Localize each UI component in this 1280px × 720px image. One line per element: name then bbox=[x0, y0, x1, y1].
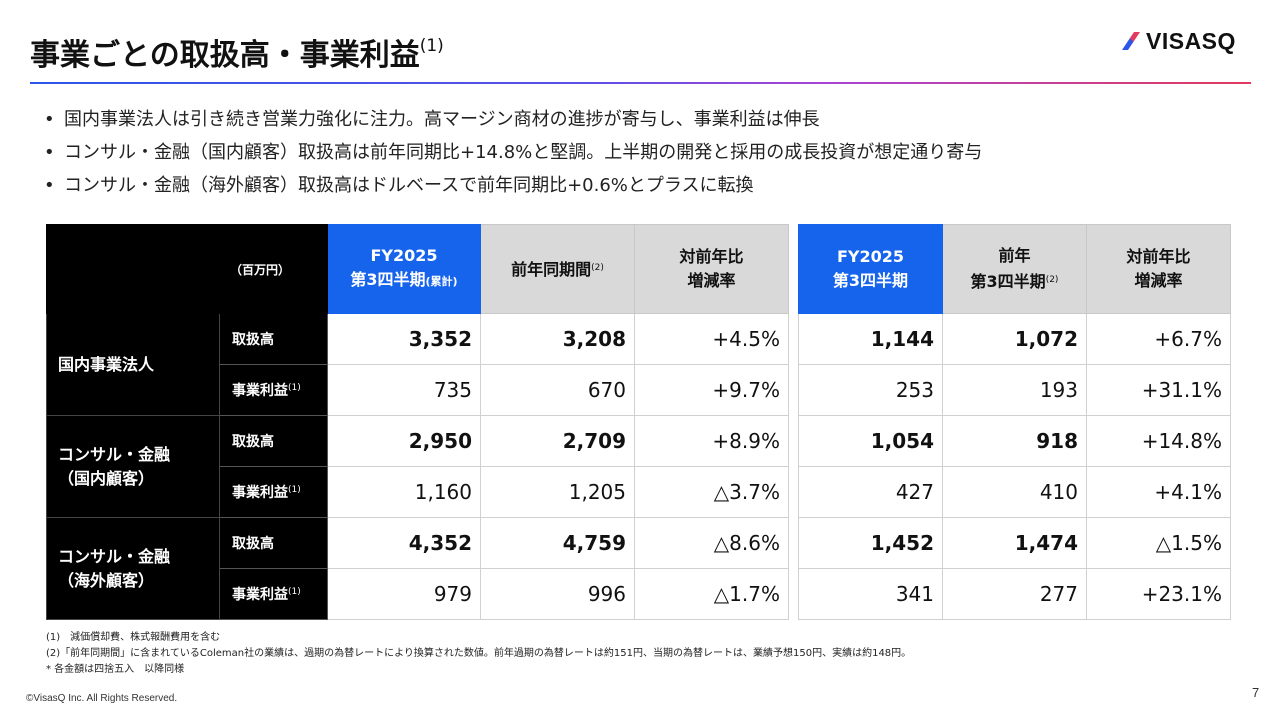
value-cell: 979 bbox=[327, 568, 481, 620]
table-row: 253 193 +31.1% bbox=[798, 364, 1231, 416]
bullet-item: • コンサル・金融（海外顧客）取扱高はドルベースで前年同期比+0.6%とプラスに転… bbox=[44, 175, 754, 196]
value-cell: 1,144 bbox=[798, 313, 943, 365]
table-row: コンサル・金融 （海外顧客） 取扱高 4,352 4,759 △8.6% bbox=[46, 517, 789, 620]
metric-label: 取扱高 bbox=[219, 517, 328, 569]
metric-label: 事業利益(1) bbox=[219, 466, 328, 518]
value-cell: 1,474 bbox=[942, 517, 1087, 569]
segment-label: コンサル・金融 （国内顧客） bbox=[46, 415, 220, 518]
bullet-item: • 国内事業法人は引き続き営業力強化に注力。高マージン商材の進捗が寄与し、事業利益… bbox=[44, 109, 820, 130]
value-cell: 3,208 bbox=[480, 313, 635, 365]
value-cell: 410 bbox=[942, 466, 1087, 518]
change-cell: +4.5% bbox=[634, 313, 789, 365]
value-cell: 918 bbox=[942, 415, 1087, 467]
logo-text: VISASQ bbox=[1146, 27, 1236, 54]
page-number: 7 bbox=[1252, 685, 1260, 700]
table-row: 国内事業法人 取扱高 3,352 3,208 +4.5% bbox=[46, 313, 789, 416]
value-cell: 253 bbox=[798, 364, 943, 416]
footnotes: (1) 減価償却費、株式報酬費用を含む (2)「前年同期間」に含まれているCol… bbox=[46, 630, 911, 678]
change-cell: +4.1% bbox=[1086, 466, 1231, 518]
metric-label: 事業利益(1) bbox=[219, 364, 328, 416]
value-cell: 3,352 bbox=[327, 313, 481, 365]
metric-label: 取扱高 bbox=[219, 313, 328, 365]
change-cell: +14.8% bbox=[1086, 415, 1231, 467]
corner-cell bbox=[46, 224, 220, 314]
value-cell: 735 bbox=[327, 364, 481, 416]
value-cell: 427 bbox=[798, 466, 943, 518]
value-cell: 4,352 bbox=[327, 517, 481, 569]
value-cell: 1,160 bbox=[327, 466, 481, 518]
change-cell: △8.6% bbox=[634, 517, 789, 569]
header-current-cumulative: FY2025 第3四半期(累計) bbox=[327, 224, 481, 314]
value-cell: 277 bbox=[942, 568, 1087, 620]
table-row: 1,452 1,474 △1.5% bbox=[798, 517, 1231, 569]
header-current-quarter: FY2025 第3四半期 bbox=[798, 224, 943, 314]
page-title: 事業ごとの取扱高・事業利益(1) bbox=[30, 30, 444, 74]
value-cell: 996 bbox=[480, 568, 635, 620]
change-cell: △1.7% bbox=[634, 568, 789, 620]
change-cell: +9.7% bbox=[634, 364, 789, 416]
table-row: 341 277 +23.1% bbox=[798, 568, 1231, 620]
header-yoy-change: 対前年比 増減率 bbox=[634, 224, 789, 314]
metric-label: 取扱高 bbox=[219, 415, 328, 467]
summary-bullets: • 国内事業法人は引き続き営業力強化に注力。高マージン商材の進捗が寄与し、事業利益… bbox=[44, 103, 982, 202]
value-cell: 1,205 bbox=[480, 466, 635, 518]
change-cell: △3.7% bbox=[634, 466, 789, 518]
quarter-table: FY2025 第3四半期 前年 第3四半期(2) 対前年比 増減率 1,144 … bbox=[798, 224, 1231, 620]
segment-label: 国内事業法人 bbox=[46, 313, 220, 416]
logo-slash-icon bbox=[1122, 32, 1140, 50]
value-cell: 670 bbox=[480, 364, 635, 416]
table-row: 事業利益(1) 735 670 +9.7% bbox=[47, 364, 789, 416]
copyright: ©VisasQ Inc. All Rights Reserved. bbox=[26, 693, 178, 704]
table-row: 1,054 918 +14.8% bbox=[798, 415, 1231, 467]
value-cell: 193 bbox=[942, 364, 1087, 416]
header-prior-quarter: 前年 第3四半期(2) bbox=[942, 224, 1087, 314]
change-cell: +23.1% bbox=[1086, 568, 1231, 620]
unit-label: （百万円） bbox=[219, 224, 328, 314]
visasq-logo: VISASQ bbox=[1120, 27, 1236, 55]
segment-label: コンサル・金融 （海外顧客） bbox=[46, 517, 220, 620]
table-row: 1,144 1,072 +6.7% bbox=[798, 313, 1231, 365]
title-footnote-ref: (1) bbox=[419, 36, 444, 56]
table-row: 427 410 +4.1% bbox=[798, 466, 1231, 518]
header-yoy-change: 対前年比 増減率 bbox=[1086, 224, 1231, 314]
bullet-item: • コンサル・金融（国内顧客）取扱高は前年同期比+14.8%と堅調。上半期の開発と… bbox=[44, 142, 983, 163]
title-underline bbox=[30, 82, 1251, 84]
value-cell: 1,452 bbox=[798, 517, 943, 569]
footnote: (1) 減価償却費、株式報酬費用を含む bbox=[46, 632, 221, 643]
value-cell: 4,759 bbox=[480, 517, 635, 569]
table-row: コンサル・金融 （国内顧客） 取扱高 2,950 2,709 +8.9% bbox=[46, 415, 789, 518]
value-cell: 1,072 bbox=[942, 313, 1087, 365]
change-cell: +6.7% bbox=[1086, 313, 1231, 365]
value-cell: 2,709 bbox=[480, 415, 635, 467]
table-row: 事業利益(1) 1,160 1,205 △3.7% bbox=[47, 466, 789, 518]
metric-label: 事業利益(1) bbox=[219, 568, 328, 620]
footnote: (2)「前年同期間」に含まれているColeman社の業績は、過期の為替レートによ… bbox=[46, 648, 912, 659]
value-cell: 1,054 bbox=[798, 415, 943, 467]
table-row: 事業利益(1) 979 996 △1.7% bbox=[47, 568, 789, 620]
value-cell: 2,950 bbox=[327, 415, 481, 467]
footnote: * 各金額は四捨五入 以降同様 bbox=[46, 664, 185, 675]
cumulative-table: （百万円） FY2025 第3四半期(累計) 前年同期間(2) 対前年比 増減率… bbox=[46, 224, 789, 620]
header-prior-period: 前年同期間(2) bbox=[480, 224, 635, 314]
value-cell: 341 bbox=[798, 568, 943, 620]
change-cell: +8.9% bbox=[634, 415, 789, 467]
change-cell: +31.1% bbox=[1086, 364, 1231, 416]
title-text: 事業ごとの取扱高・事業利益 bbox=[30, 38, 420, 73]
change-cell: △1.5% bbox=[1086, 517, 1231, 569]
